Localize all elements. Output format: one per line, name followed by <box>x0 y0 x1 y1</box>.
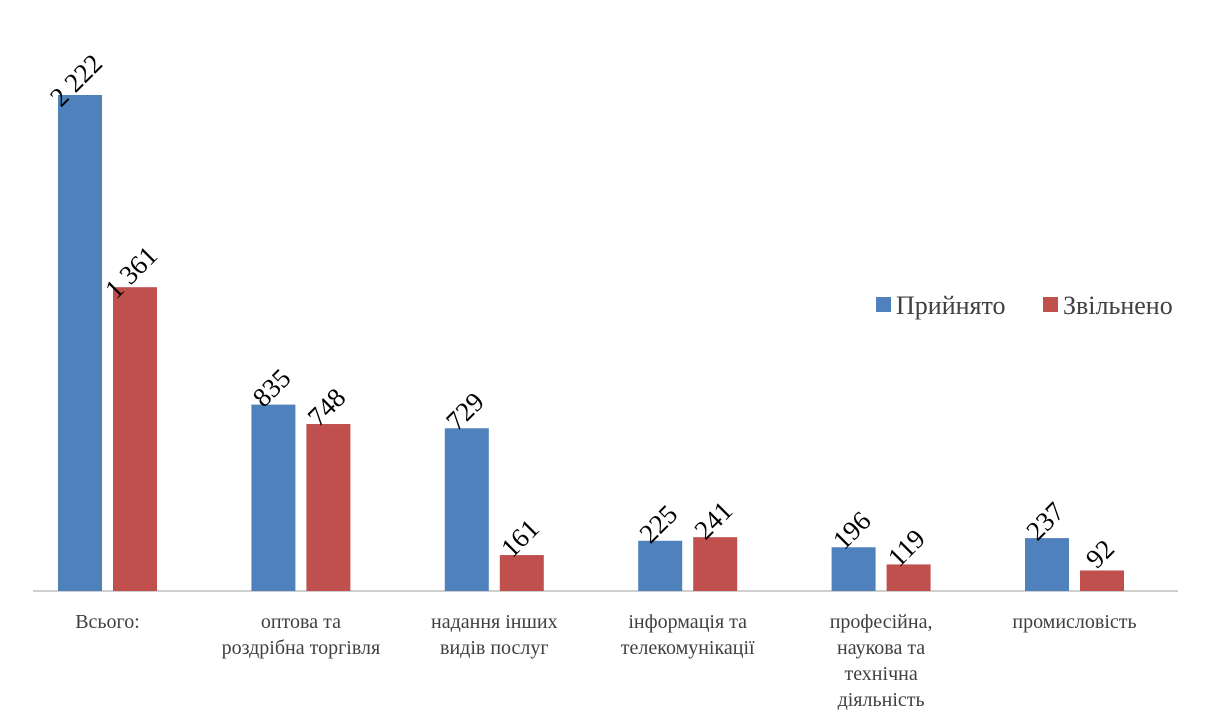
bar-accepted-5 <box>1025 538 1069 591</box>
data-label: 92 <box>1080 534 1120 574</box>
bar-accepted-0 <box>58 95 102 591</box>
category-label: інформація та телекомунікації <box>621 611 755 659</box>
bar-dismissed-5 <box>1080 570 1124 591</box>
bar-accepted-4 <box>831 547 876 591</box>
legend: Прийнято Звільнено <box>876 291 1173 320</box>
legend-swatch-1 <box>1043 297 1058 312</box>
bar-dismissed-0 <box>113 287 157 591</box>
bar-accepted-3 <box>638 540 683 591</box>
category-label: професійна, наукова та технічна діяльність <box>830 611 933 711</box>
bar-dismissed-4 <box>886 564 931 591</box>
legend-label: Звільнено <box>1063 291 1173 320</box>
bars <box>58 95 1124 591</box>
category-label: Всього: <box>75 611 140 633</box>
category-labels: Всього: оптова та роздрібна торгівля наданн… <box>75 611 1136 711</box>
category-label: надання інших видів послуг <box>431 611 558 659</box>
legend-label: Прийнято <box>896 291 1006 320</box>
bar-accepted-2 <box>444 428 489 591</box>
bar-dismissed-1 <box>306 424 351 591</box>
bar-dismissed-3 <box>693 537 738 591</box>
legend-swatch-0 <box>876 297 891 312</box>
bar-accepted-1 <box>251 404 296 591</box>
bar-dismissed-2 <box>499 555 544 591</box>
category-label: промисловість <box>1012 611 1136 633</box>
category-label: оптова та роздрібна торгівля <box>222 611 381 659</box>
